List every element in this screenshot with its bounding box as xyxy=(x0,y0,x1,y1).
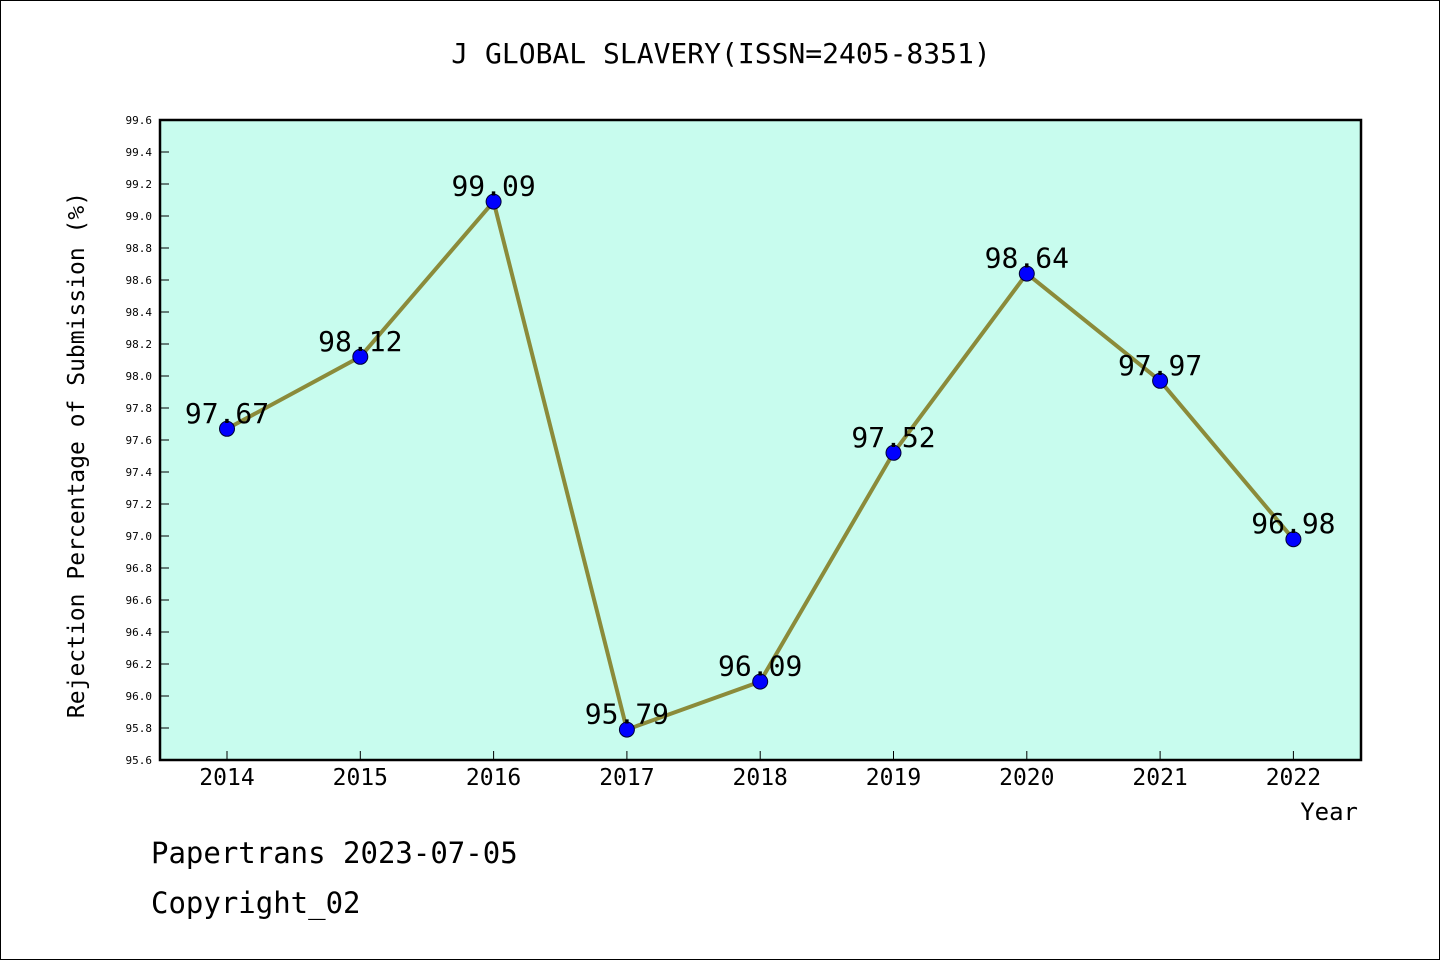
y-tick-label: 98.4 xyxy=(126,306,153,319)
y-tick-label: 97.4 xyxy=(126,466,153,479)
data-label: 98.64 xyxy=(985,242,1069,275)
y-tick-label: 96.2 xyxy=(126,658,153,671)
y-tick-label: 97.0 xyxy=(126,530,153,543)
chart-title: J GLOBAL SLAVERY(ISSN=2405-8351) xyxy=(451,37,991,70)
y-tick-label: 98.8 xyxy=(126,242,153,255)
x-tick-label: 2018 xyxy=(733,765,788,791)
x-tick-label: 2014 xyxy=(199,765,254,791)
y-axis: 95.6 95.8 96.0 96.2 96.4 96.6 96.8 97.0 97.2 97.4… xyxy=(126,114,169,767)
data-label: 96.98 xyxy=(1251,507,1335,540)
data-point xyxy=(1018,265,1035,282)
data-labels: 97.67 98.12 99.09 95.79 96.09 97.52 98.64 97.97… xyxy=(185,170,1336,731)
data-label: 98.12 xyxy=(318,325,402,358)
data-label: 97.67 xyxy=(185,397,269,430)
y-tick-label: 99.2 xyxy=(126,178,153,191)
y-tick-label: 97.2 xyxy=(126,498,153,511)
x-tick-label: 2021 xyxy=(1132,765,1187,791)
data-point xyxy=(219,420,235,437)
y-tick-label: 99.0 xyxy=(126,210,153,223)
y-tick-label: 96.4 xyxy=(126,626,153,639)
data-label: 96.09 xyxy=(718,650,802,683)
x-tick-label: 2019 xyxy=(866,765,921,791)
y-tick-label: 98.2 xyxy=(126,338,153,351)
y-tick-label: 98.0 xyxy=(126,370,153,383)
data-label: 95.79 xyxy=(585,698,669,731)
data-point xyxy=(752,673,769,690)
x-axis: 2014 2015 2016 2017 2018 2019 2020 2021 2022 xyxy=(199,751,1321,791)
y-tick-label: 98.6 xyxy=(126,274,153,287)
y-tick-label: 97.8 xyxy=(126,402,153,415)
data-point xyxy=(1285,531,1302,548)
data-label: 97.97 xyxy=(1118,349,1202,382)
data-label: 99.09 xyxy=(451,170,535,203)
y-tick-label: 95.6 xyxy=(126,754,153,767)
y-tick-label: 97.6 xyxy=(126,434,153,447)
x-tick-label: 2016 xyxy=(466,765,521,791)
y-tick-label: 96.8 xyxy=(126,562,153,575)
x-axis-label: Year xyxy=(1300,798,1358,826)
data-points xyxy=(219,193,1302,738)
x-tick-label: 2020 xyxy=(999,765,1054,791)
data-point xyxy=(1152,372,1169,389)
x-tick-label: 2022 xyxy=(1266,765,1321,791)
data-point xyxy=(885,444,902,461)
y-axis-label: Rejection Percentage of Submission (%) xyxy=(64,192,90,718)
y-tick-label: 96.0 xyxy=(126,690,153,703)
y-tick-label: 99.6 xyxy=(126,114,153,127)
y-tick-label: 99.4 xyxy=(126,146,153,159)
x-tick-label: 2015 xyxy=(333,765,388,791)
data-point xyxy=(618,721,635,738)
x-tick-label: 2017 xyxy=(599,765,654,791)
y-tick-label: 96.6 xyxy=(126,594,153,607)
y-tick-label: 95.8 xyxy=(126,722,153,735)
plot-area xyxy=(158,118,1363,762)
data-point xyxy=(485,193,502,210)
footer-copyright: Copyright_02 xyxy=(151,886,361,920)
footer-source: Papertrans 2023-07-05 xyxy=(151,836,518,870)
data-label: 97.52 xyxy=(851,421,935,454)
data-point xyxy=(352,348,369,365)
